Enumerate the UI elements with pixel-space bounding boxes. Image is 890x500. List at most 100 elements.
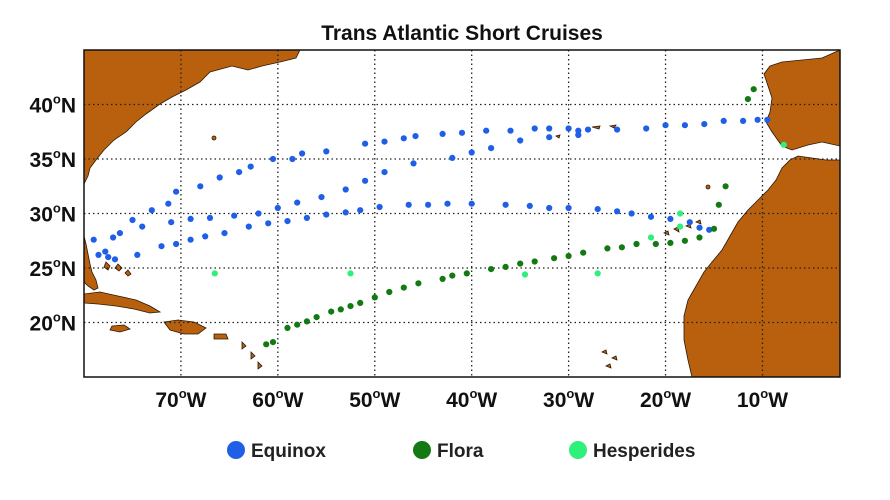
data-point-hesperides bbox=[780, 141, 787, 148]
iberian-peninsula bbox=[763, 50, 840, 151]
data-point-equinox bbox=[111, 256, 119, 263]
data-point-flora bbox=[415, 280, 422, 287]
data-point-flora bbox=[488, 266, 495, 273]
y-tick-label: 25oN bbox=[30, 255, 76, 281]
data-point-flora bbox=[313, 314, 320, 321]
x-tick-label: 40oW bbox=[446, 386, 497, 412]
data-point-equinox bbox=[168, 219, 175, 226]
legend-item-flora: Flora bbox=[413, 441, 484, 462]
data-point-equinox bbox=[187, 215, 194, 222]
data-point-flora bbox=[449, 272, 456, 279]
data-point-equinox bbox=[412, 133, 419, 140]
data-point-flora bbox=[269, 339, 277, 346]
data-point-equinox bbox=[614, 208, 621, 215]
data-point-equinox bbox=[202, 233, 209, 240]
data-point-equinox bbox=[458, 129, 466, 136]
data-point-flora bbox=[750, 86, 757, 93]
lesser-antilles-islands bbox=[241, 341, 263, 370]
data-point-equinox bbox=[102, 248, 109, 255]
data-point-equinox bbox=[299, 150, 306, 157]
data-point-equinox bbox=[502, 201, 509, 208]
x-tick-label: 20oW bbox=[640, 386, 691, 412]
data-point-equinox bbox=[507, 127, 514, 134]
data-point-flora bbox=[400, 284, 407, 291]
data-point-hesperides bbox=[677, 223, 684, 230]
data-point-equinox bbox=[667, 215, 674, 222]
data-point-equinox bbox=[754, 116, 761, 123]
data-point-flora bbox=[357, 299, 364, 306]
data-point-equinox bbox=[575, 127, 582, 134]
data-point-equinox bbox=[565, 125, 572, 132]
data-point-equinox bbox=[686, 219, 693, 226]
data-point-flora bbox=[633, 240, 640, 248]
data-point-flora bbox=[517, 260, 524, 267]
data-point-flora bbox=[386, 288, 393, 296]
data-point-equinox bbox=[129, 216, 136, 224]
data-point-flora bbox=[263, 341, 270, 348]
x-tick-label: 30oW bbox=[543, 386, 594, 412]
data-point-hesperides bbox=[594, 270, 601, 277]
data-point-equinox bbox=[197, 183, 204, 190]
bahamas-islands bbox=[103, 261, 132, 277]
map-title: Trans Atlantic Short Cruises bbox=[321, 22, 603, 45]
data-point-equinox bbox=[216, 174, 223, 181]
data-point-equinox bbox=[110, 234, 117, 241]
data-point-hesperides bbox=[677, 210, 684, 217]
data-point-equinox bbox=[357, 207, 364, 214]
cruise-points bbox=[90, 86, 787, 348]
data-point-equinox bbox=[526, 202, 533, 209]
legend-item-equinox: Equinox bbox=[227, 441, 326, 462]
florida-peninsula bbox=[84, 235, 99, 291]
data-point-flora bbox=[439, 275, 446, 282]
legend-label: Equinox bbox=[251, 441, 326, 462]
data-point-flora bbox=[294, 321, 301, 328]
data-point-equinox bbox=[105, 254, 112, 261]
legend-marker bbox=[227, 441, 245, 459]
data-point-equinox bbox=[531, 125, 538, 132]
legend-label: Flora bbox=[437, 441, 484, 462]
data-point-equinox bbox=[696, 224, 703, 231]
legend-marker bbox=[569, 441, 587, 459]
data-point-flora bbox=[715, 201, 722, 208]
legend-marker bbox=[413, 441, 431, 459]
cape-verde-islands bbox=[601, 349, 618, 369]
data-point-equinox bbox=[323, 148, 330, 155]
legend-label: Hesperides bbox=[593, 441, 695, 462]
data-point-flora bbox=[565, 252, 572, 260]
data-point-hesperides bbox=[521, 271, 529, 278]
data-point-equinox bbox=[294, 199, 301, 206]
data-point-equinox bbox=[323, 211, 330, 218]
x-tick-label: 60oW bbox=[252, 386, 303, 412]
data-point-equinox bbox=[274, 204, 281, 212]
cuba-island bbox=[84, 291, 162, 314]
data-point-equinox bbox=[362, 177, 369, 184]
data-point-equinox bbox=[425, 201, 432, 208]
data-point-hesperides bbox=[347, 270, 354, 277]
data-point-equinox bbox=[342, 186, 349, 193]
jamaica-island bbox=[109, 324, 131, 333]
data-point-equinox bbox=[444, 200, 451, 207]
data-point-equinox bbox=[134, 251, 141, 258]
data-point-flora bbox=[618, 244, 626, 251]
data-point-hesperides bbox=[647, 234, 655, 241]
data-point-equinox bbox=[701, 121, 708, 128]
data-point-equinox bbox=[468, 149, 475, 156]
data-point-equinox bbox=[584, 126, 592, 133]
data-point-equinox bbox=[740, 117, 747, 124]
data-point-flora bbox=[371, 294, 378, 301]
data-point-equinox bbox=[381, 138, 388, 145]
data-point-flora bbox=[681, 237, 689, 244]
data-point-equinox bbox=[206, 214, 214, 221]
puerto-rico-island bbox=[213, 333, 229, 340]
x-tick-label: 50oW bbox=[349, 386, 400, 412]
data-point-equinox bbox=[628, 210, 635, 217]
data-point-equinox bbox=[284, 218, 291, 225]
legend-item-hesperides: Hesperides bbox=[569, 441, 695, 462]
data-point-equinox bbox=[449, 154, 456, 161]
data-point-equinox bbox=[269, 155, 277, 163]
data-point-equinox bbox=[468, 200, 475, 207]
data-point-equinox bbox=[187, 236, 194, 243]
y-tick-label: 20oN bbox=[30, 310, 76, 336]
x-tick-label: 70oW bbox=[155, 386, 206, 412]
